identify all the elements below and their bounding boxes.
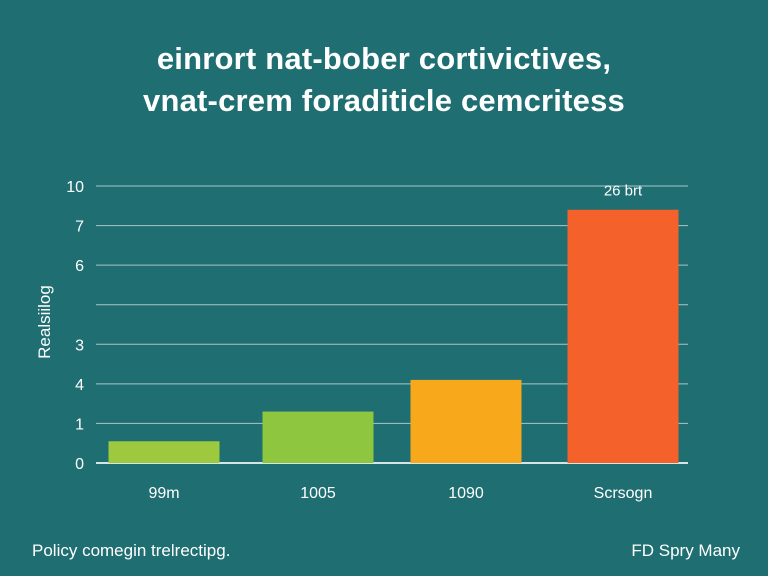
x-tick-label: 99m	[148, 485, 179, 502]
x-tick-label: 1090	[448, 485, 484, 502]
bar-4	[567, 209, 679, 463]
bar-3	[410, 379, 522, 463]
y-tick-label: 6	[75, 258, 84, 275]
y-tick-label: 3	[75, 337, 84, 354]
y-tick-label: 7	[75, 219, 84, 236]
y-tick-label: 4	[75, 377, 84, 394]
bar-2	[262, 411, 374, 463]
y-tick-label: 1	[75, 416, 84, 433]
chart-title-line-1: einrort nat-bober cortivictives,	[156, 41, 612, 76]
footer-note: Policy comegin trelrectipg.	[32, 541, 231, 560]
bar-1	[108, 441, 220, 463]
x-axis-ticks: 99m 1005 1090 Scrsogn	[148, 485, 652, 502]
data-labels: 26 brt	[604, 183, 643, 200]
x-tick-label: 1005	[300, 485, 336, 502]
footer-source: FD Spry Many	[631, 541, 740, 560]
y-tick-label: 10	[66, 179, 84, 196]
y-axis-ticks: 0 1 4 3 6 7 10	[66, 179, 84, 473]
bars	[108, 209, 679, 463]
chart-title-line-2: vnat-crem foraditicle cemcritess	[143, 83, 625, 118]
y-axis-label: Realsiilog	[35, 285, 54, 359]
y-tick-label: 0	[75, 456, 84, 473]
data-label: 26 brt	[604, 183, 643, 200]
x-tick-label: Scrsogn	[594, 485, 653, 502]
